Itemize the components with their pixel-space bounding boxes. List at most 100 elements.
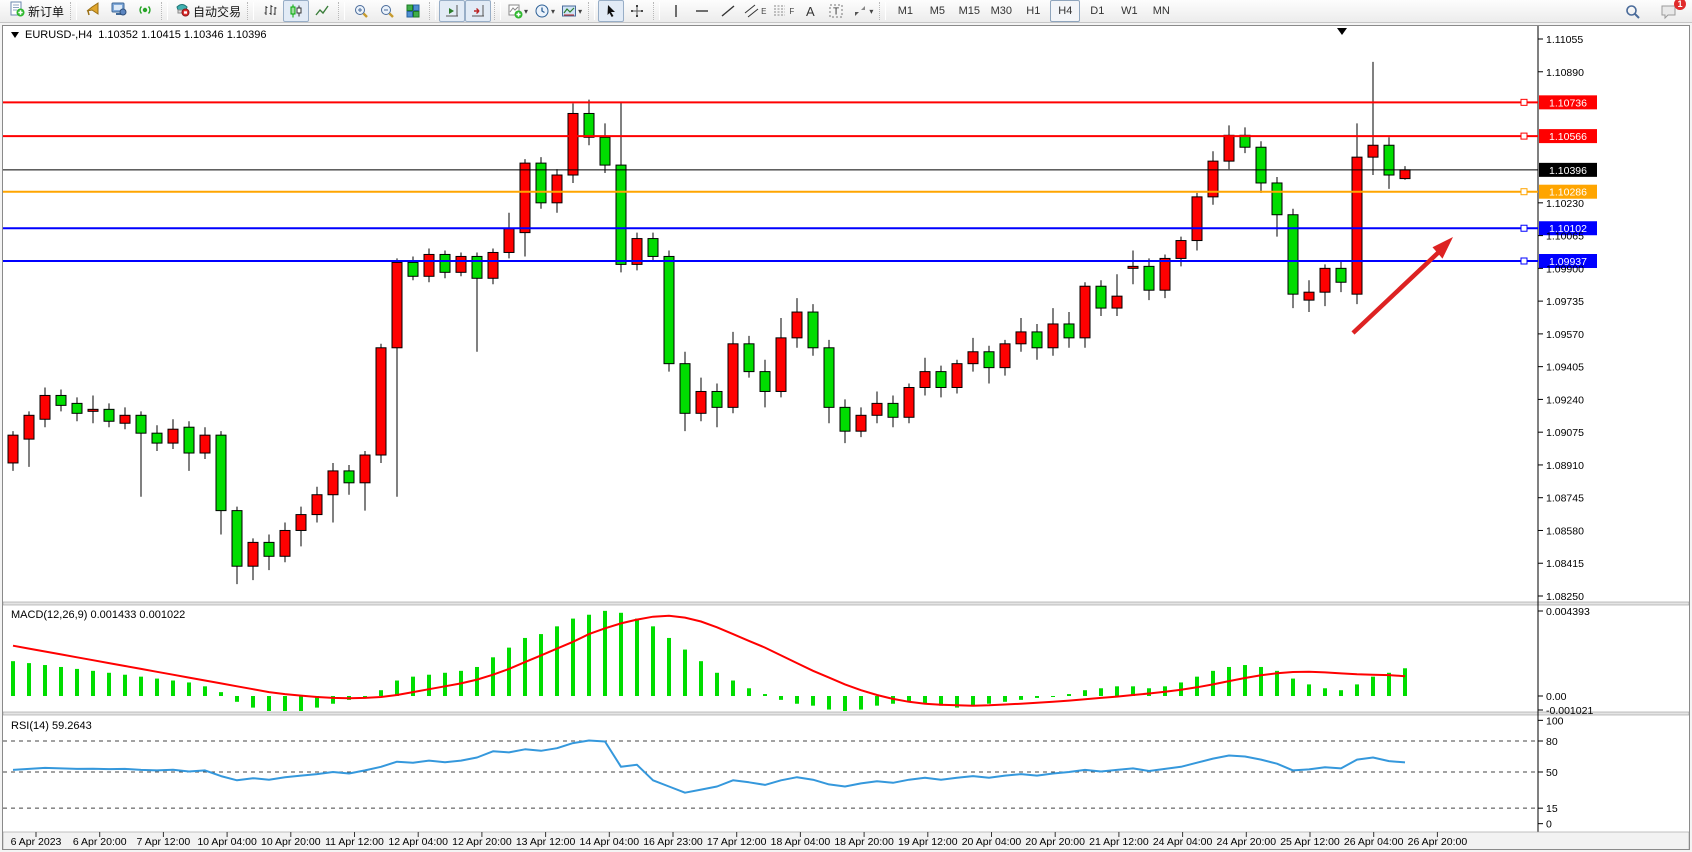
macd-hist-bar	[827, 696, 831, 710]
tf-w1-button[interactable]: W1	[1121, 5, 1138, 17]
price-level-badge[interactable]	[1539, 162, 1597, 177]
chart-type-group	[257, 0, 335, 22]
tile-windows-button[interactable]	[400, 0, 426, 22]
trendline-button[interactable]	[715, 0, 741, 22]
hline-handle[interactable]	[1520, 98, 1528, 106]
price-level-badge-text: 1.09937	[1549, 256, 1587, 268]
timeframes-dropdown[interactable]: ▾	[531, 0, 558, 22]
candle-bull	[919, 371, 931, 388]
fibonacci-button[interactable]: F	[769, 0, 797, 22]
candle-bear	[407, 261, 419, 277]
date-label: 6 Apr 2023	[11, 836, 62, 848]
auto-scroll-button[interactable]	[439, 0, 466, 22]
chart-plot[interactable]: 1.10736 1.10566 1.10396 1.10286 1.10102 1.099…	[3, 26, 1689, 849]
text-label-button[interactable]: T	[823, 0, 849, 22]
candle-bear	[1095, 285, 1107, 309]
candle-bear	[935, 371, 947, 388]
candle-bear	[135, 414, 147, 434]
macd-hist-bar	[1275, 670, 1279, 696]
candle-bear	[1143, 265, 1155, 291]
vertical-line-icon	[675, 5, 677, 17]
candle-bull	[903, 386, 915, 418]
macd-hist-bar	[987, 696, 991, 704]
macd-hist-bar	[715, 672, 719, 696]
text-tool-button[interactable]: A	[797, 0, 823, 22]
date-label: 26 Apr 04:00	[1344, 836, 1404, 848]
price-tick-label: 1.09405	[1546, 362, 1584, 374]
zoom-out-button[interactable]	[374, 0, 400, 22]
macd-hist-bar	[523, 637, 527, 696]
date-label: 19 Apr 12:00	[898, 836, 958, 848]
tf-m1-button[interactable]: M1	[897, 5, 913, 17]
quick-trade-toggle-icon[interactable]	[11, 32, 19, 38]
macd-hist-bar	[683, 649, 687, 696]
tf-h4-button[interactable]: H4	[1050, 0, 1081, 22]
hline-handle[interactable]	[1520, 224, 1528, 232]
signals-button[interactable]	[132, 0, 158, 22]
tf-m5-button[interactable]: M5	[929, 5, 945, 17]
macd-hist-bar	[1291, 678, 1295, 696]
macd-hist-bar	[267, 696, 271, 711]
chart-shift-marker-icon[interactable]	[1337, 28, 1347, 35]
macd-values: 0.001433 0.001022	[90, 609, 186, 621]
panel-separator[interactable]	[3, 601, 1689, 606]
annotation-arrow-line[interactable]	[1351, 248, 1443, 335]
equidistant-channel-button[interactable]: E	[741, 0, 769, 22]
date-label: 20 Apr 20:00	[1025, 836, 1085, 848]
macd-hist-bar	[331, 696, 335, 704]
macd-hist-bar	[363, 696, 367, 697]
horizontal-line-button[interactable]	[689, 0, 715, 22]
tf-m15-button[interactable]: M15	[958, 5, 981, 17]
candle-bull	[519, 162, 531, 234]
line-chart-button[interactable]	[309, 0, 335, 22]
candle-bear	[343, 470, 355, 484]
notifications-button[interactable]: 1	[1656, 0, 1686, 23]
autotrading-button[interactable]: 自动交易	[171, 0, 244, 22]
tf-mn-button[interactable]: MN	[1152, 5, 1170, 17]
panel-separator[interactable]	[3, 711, 1689, 716]
autotrading-label: 自动交易	[193, 4, 242, 19]
templates-dropdown[interactable]: ▾	[558, 0, 585, 22]
macd-hist-bar	[1339, 690, 1343, 696]
price-level-badge[interactable]	[1539, 184, 1597, 199]
candle-bull	[7, 434, 19, 464]
hline-handle[interactable]	[1520, 132, 1528, 140]
date-label: 18 Apr 04:00	[771, 836, 831, 848]
indicators-dropdown[interactable]: ▾	[504, 0, 531, 22]
hline-handle[interactable]	[1520, 257, 1528, 265]
cursor-button[interactable]	[598, 0, 625, 22]
market-watch-button[interactable]	[80, 0, 106, 22]
crosshair-button[interactable]	[624, 0, 650, 22]
candle-bear	[1335, 267, 1347, 283]
price-level-badge[interactable]	[1539, 254, 1597, 269]
tf-m30-button[interactable]: M30	[990, 5, 1013, 17]
bar-chart-button[interactable]	[257, 0, 283, 22]
search-button[interactable]	[1620, 1, 1646, 23]
vertical-line-button[interactable]	[663, 0, 689, 22]
candle-bull	[551, 174, 563, 204]
hline-handle[interactable]	[1520, 188, 1528, 196]
candle-bull	[1207, 160, 1219, 198]
arrows-dropdown[interactable]: ▾	[849, 0, 876, 22]
macd-hist-bar	[299, 696, 303, 711]
tf-h1-button[interactable]: H1	[1026, 5, 1041, 17]
candlestick-chart-button[interactable]	[283, 0, 310, 22]
price-tick-label: 1.08745	[1546, 493, 1584, 505]
chevron-down-icon: ▾	[578, 6, 583, 16]
annotation-arrow-head[interactable]	[1432, 237, 1454, 259]
price-level-badge-text: 1.10286	[1549, 187, 1587, 199]
price-level-badge[interactable]	[1539, 129, 1597, 144]
price-level-badge[interactable]	[1539, 221, 1597, 236]
price-level-badge[interactable]	[1539, 95, 1597, 110]
macd-hist-bar	[1067, 694, 1071, 696]
chart-window[interactable]: EURUSD-,H4 1.10352 1.10415 1.10346 1.103…	[2, 25, 1690, 850]
tf-d1-button[interactable]: D1	[1090, 5, 1105, 17]
terminal-button[interactable]	[106, 0, 132, 22]
date-label: 11 Apr 12:00	[325, 836, 384, 848]
price-level-badge-text: 1.10102	[1549, 223, 1587, 235]
new-order-button[interactable]: 新订单	[6, 0, 67, 22]
chart-shift-button[interactable]	[465, 0, 492, 22]
zoom-in-button[interactable]	[348, 0, 374, 22]
price-tick-label: 1.08250	[1546, 591, 1584, 603]
macd-hist-bar	[411, 676, 415, 696]
